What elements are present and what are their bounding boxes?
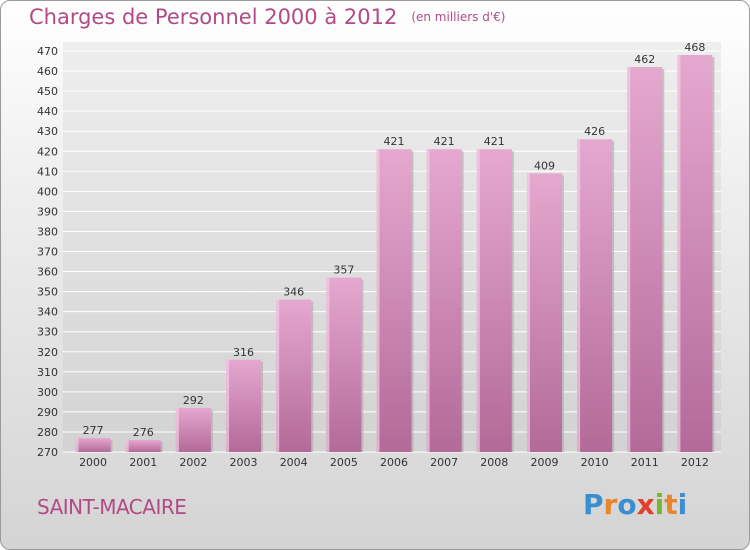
bar-2008 — [476, 149, 512, 452]
logo-letter: i — [654, 488, 665, 521]
bar-highlight — [526, 173, 530, 452]
title-text: Charges de Personnel 2000 à 2012 — [29, 5, 398, 29]
logo-letter: t — [664, 488, 678, 521]
proxiti-logo: Proxiti — [583, 488, 687, 521]
logo-letter: i — [677, 488, 688, 521]
bar-highlight — [376, 149, 380, 452]
logo-letter: x — [636, 488, 655, 521]
y-tick-label: 280 — [37, 426, 58, 439]
bar-2011 — [627, 67, 663, 452]
bar-highlight — [175, 407, 179, 452]
y-tick-label: 460 — [37, 65, 58, 78]
bars — [75, 55, 715, 452]
y-tick-label: 310 — [37, 366, 58, 379]
bar-2000 — [75, 437, 111, 452]
x-axis-ticks: 2000 2001 2002 2003 2004 2005 2006 2007 2008 2009… — [79, 456, 709, 469]
logo-letter: P — [583, 488, 604, 521]
bar-highlight — [326, 277, 330, 452]
x-tick-label: 2000 — [79, 456, 107, 469]
y-tick-label: 270 — [37, 446, 58, 459]
bar-highlight — [226, 359, 230, 452]
y-tick-label: 470 — [37, 45, 58, 58]
value-labels: 277 276 292 316 346 357 421 421 421 409 426 462 468 — [83, 41, 706, 439]
value-label: 357 — [333, 264, 354, 277]
bar-2002 — [175, 407, 211, 452]
y-tick-label: 300 — [37, 386, 58, 399]
bar-highlight — [577, 139, 581, 452]
bar-2012 — [677, 55, 713, 452]
x-tick-label: 2010 — [581, 456, 609, 469]
x-tick-label: 2006 — [380, 456, 408, 469]
bar-highlight — [476, 149, 480, 452]
y-tick-label: 450 — [37, 85, 58, 98]
y-tick-label: 400 — [37, 185, 58, 198]
value-label: 421 — [434, 135, 455, 148]
x-tick-label: 2003 — [230, 456, 258, 469]
bar-highlight — [75, 437, 79, 452]
bar-2010 — [577, 139, 613, 452]
value-label: 462 — [634, 53, 655, 66]
value-label: 316 — [233, 346, 254, 359]
value-label: 426 — [584, 125, 605, 138]
value-label: 292 — [183, 394, 204, 407]
y-tick-label: 420 — [37, 145, 58, 158]
value-label: 468 — [684, 41, 705, 54]
bar-highlight — [677, 55, 681, 452]
value-label: 421 — [384, 135, 405, 148]
y-tick-label: 410 — [37, 165, 58, 178]
y-tick-label: 340 — [37, 306, 58, 319]
bar-2003 — [226, 359, 262, 452]
value-label: 409 — [534, 159, 555, 172]
bar-2005 — [326, 277, 362, 452]
chart-title: Charges de Personnel 2000 à 2012 (en mill… — [29, 5, 505, 29]
y-axis-ticks: 270 280 290 300 310 320 330 340 350 360 370 380 390 4… — [37, 45, 58, 459]
y-tick-label: 290 — [37, 406, 58, 419]
y-tick-label: 380 — [37, 225, 58, 238]
y-tick-label: 350 — [37, 286, 58, 299]
y-tick-label: 320 — [37, 346, 58, 359]
x-tick-label: 2007 — [430, 456, 458, 469]
bar-2006 — [376, 149, 412, 452]
y-tick-label: 360 — [37, 266, 58, 279]
bar-2001 — [125, 439, 161, 452]
bar-2007 — [426, 149, 462, 452]
y-tick-label: 370 — [37, 246, 58, 259]
value-label: 277 — [83, 424, 104, 437]
x-tick-label: 2004 — [280, 456, 308, 469]
bar-highlight — [125, 439, 129, 452]
bar-highlight — [276, 299, 280, 452]
x-tick-label: 2012 — [681, 456, 709, 469]
value-label: 276 — [133, 426, 154, 439]
logo-letter: r — [603, 488, 618, 521]
logo-letter: o — [617, 488, 637, 521]
value-label: 421 — [484, 135, 505, 148]
x-tick-label: 2011 — [631, 456, 659, 469]
bar-2004 — [276, 299, 312, 452]
x-tick-label: 2009 — [530, 456, 558, 469]
y-tick-label: 390 — [37, 205, 58, 218]
commune-name: SAINT-MACAIRE — [37, 495, 187, 519]
x-tick-label: 2005 — [330, 456, 358, 469]
x-tick-label: 2001 — [129, 456, 157, 469]
x-tick-label: 2002 — [179, 456, 207, 469]
y-tick-label: 430 — [37, 125, 58, 138]
y-tick-label: 330 — [37, 326, 58, 339]
x-tick-label: 2008 — [480, 456, 508, 469]
bar-highlight — [426, 149, 430, 452]
value-label: 346 — [283, 286, 304, 299]
chart-unit: (en milliers d'€) — [411, 10, 506, 24]
y-tick-label: 440 — [37, 105, 58, 118]
bar-highlight — [627, 67, 631, 452]
bar-2009 — [526, 173, 562, 452]
